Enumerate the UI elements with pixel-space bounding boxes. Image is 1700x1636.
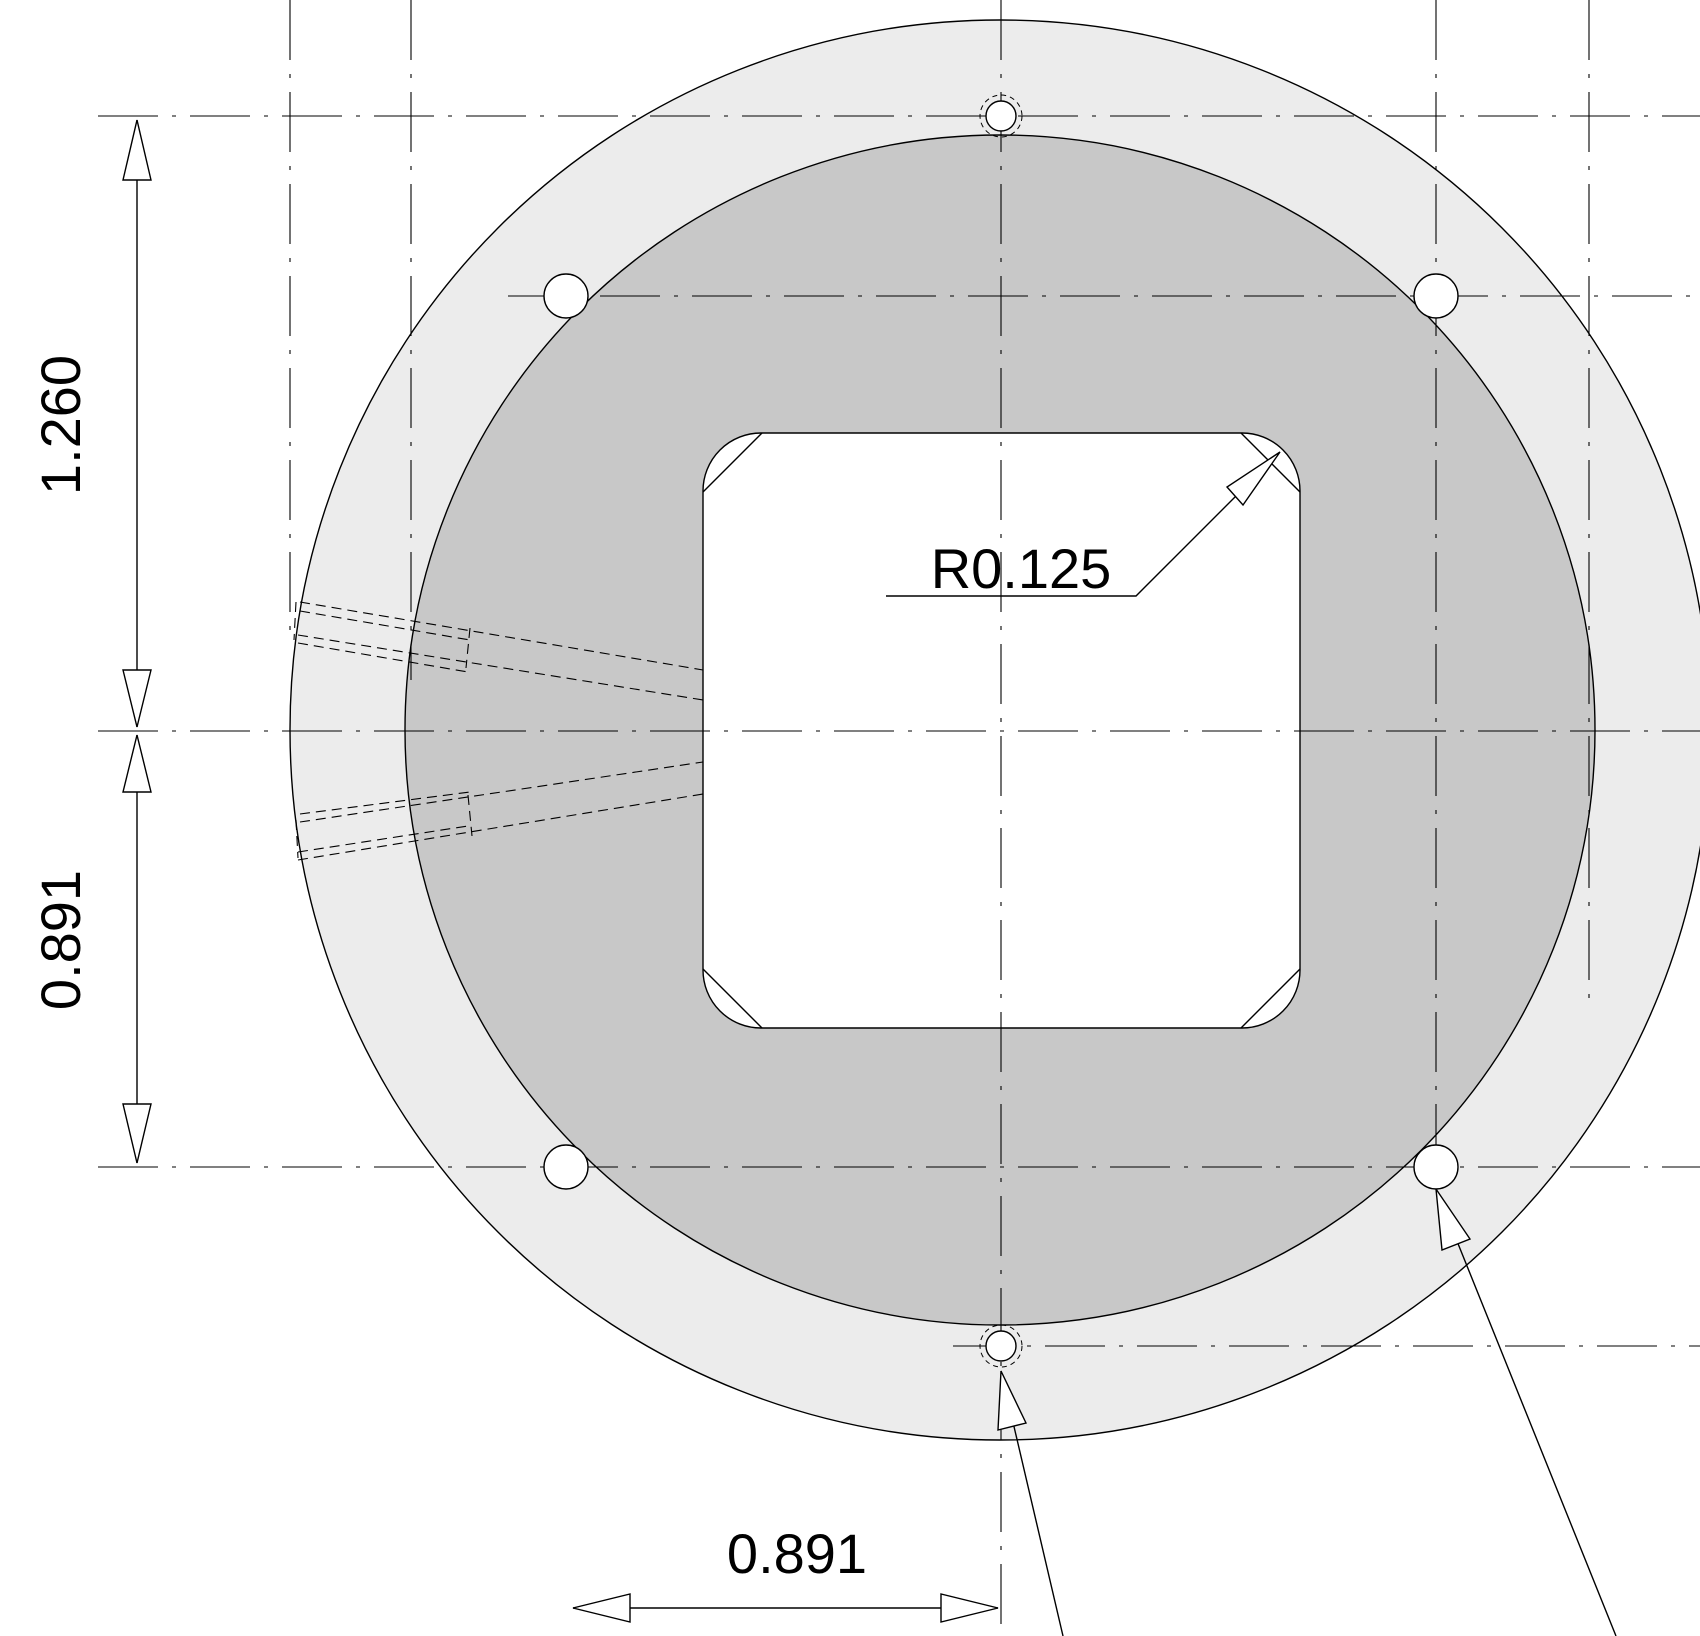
leader-bottom-hole: [997, 1370, 1064, 1636]
bolt-hole-lower-left: [543, 1144, 589, 1190]
dimension-vertical-upper: 1.260: [29, 119, 152, 728]
bolt-hole-upper-left: [543, 273, 589, 319]
bolt-hole-top-ring: [979, 94, 1023, 138]
bolt-hole-upper-right: [1413, 273, 1459, 319]
bolt-hole-bottom: [985, 1330, 1017, 1362]
leader-lower-right-hole: [1435, 1188, 1617, 1636]
dimension-horizontal-bottom: 0.891: [572, 1522, 999, 1623]
dimension-label-0891-vertical: 0.891: [29, 870, 92, 1010]
hidden-port-lower: [295, 761, 704, 861]
bolt-hole-lower-right: [1413, 1144, 1459, 1190]
bolt-hole-bottom-ring: [979, 1324, 1023, 1368]
dimension-radius: R0.125: [886, 451, 1281, 600]
dimension-vertical-lower: 0.891: [29, 734, 152, 1164]
dimension-label-1260: 1.260: [29, 355, 92, 495]
dimension-label-radius: R0.125: [931, 537, 1112, 600]
vertical-centerlines: [289, 0, 1590, 1636]
bolt-hole-top: [985, 100, 1017, 132]
hidden-port-upper: [293, 601, 704, 701]
dimension-label-0891-horizontal: 0.891: [727, 1522, 867, 1585]
bolt-holes: [543, 94, 1459, 1368]
